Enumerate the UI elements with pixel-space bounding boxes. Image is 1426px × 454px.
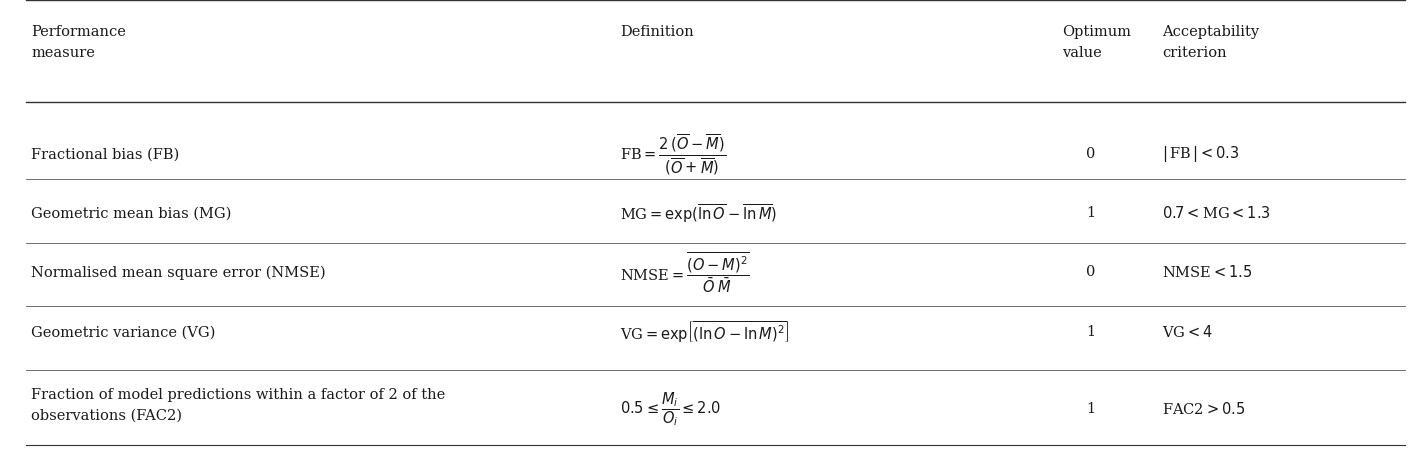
Text: Normalised mean square error (NMSE): Normalised mean square error (NMSE)	[31, 265, 327, 280]
Text: Definition: Definition	[620, 25, 694, 39]
Text: $\mathregular{VG} = \exp\!\left[\overline{(\ln O - \ln M)^2}\right]$: $\mathregular{VG} = \exp\!\left[\overlin…	[620, 320, 790, 345]
Text: $0.5 \leq \dfrac{M_i}{O_i} \leq 2.0$: $0.5 \leq \dfrac{M_i}{O_i} \leq 2.0$	[620, 390, 722, 428]
Text: Performance
measure: Performance measure	[31, 25, 127, 59]
Text: $0.7 < \mathregular{MG} < 1.3$: $0.7 < \mathregular{MG} < 1.3$	[1162, 205, 1271, 222]
Text: $\mathregular{NMSE} = \dfrac{\overline{(O-M)^2}}{\bar{O}\;\bar{M}}$: $\mathregular{NMSE} = \dfrac{\overline{(…	[620, 250, 749, 295]
Text: 1: 1	[1087, 402, 1095, 415]
Text: Geometric variance (VG): Geometric variance (VG)	[31, 326, 215, 339]
Text: 0: 0	[1087, 266, 1095, 279]
Text: Optimum
value: Optimum value	[1062, 25, 1131, 59]
Text: 1: 1	[1087, 207, 1095, 220]
Text: 0: 0	[1087, 148, 1095, 161]
Text: $|\,\mathregular{FB}\,| < 0.3$: $|\,\mathregular{FB}\,| < 0.3$	[1162, 144, 1239, 164]
Text: 1: 1	[1087, 326, 1095, 339]
Text: Acceptability
criterion: Acceptability criterion	[1162, 25, 1259, 59]
Text: Geometric mean bias (MG): Geometric mean bias (MG)	[31, 207, 232, 220]
Text: $\mathregular{VG} < 4$: $\mathregular{VG} < 4$	[1162, 324, 1214, 340]
Text: $\mathregular{MG} = \exp\!\left(\overline{\ln O} - \overline{\ln M}\right)$: $\mathregular{MG} = \exp\!\left(\overlin…	[620, 202, 777, 225]
Text: $\mathregular{NMSE} < 1.5$: $\mathregular{NMSE} < 1.5$	[1162, 264, 1252, 281]
Text: Fractional bias (FB): Fractional bias (FB)	[31, 148, 180, 161]
Text: $\mathregular{FAC2} > 0.5$: $\mathregular{FAC2} > 0.5$	[1162, 400, 1245, 417]
Text: Fraction of model predictions within a factor of 2 of the
observations (FAC2): Fraction of model predictions within a f…	[31, 388, 445, 422]
Text: $\mathregular{FB} = \dfrac{2\,(\overline{O} - \overline{M})}{(\overline{O}+\over: $\mathregular{FB} = \dfrac{2\,(\overline…	[620, 132, 726, 177]
